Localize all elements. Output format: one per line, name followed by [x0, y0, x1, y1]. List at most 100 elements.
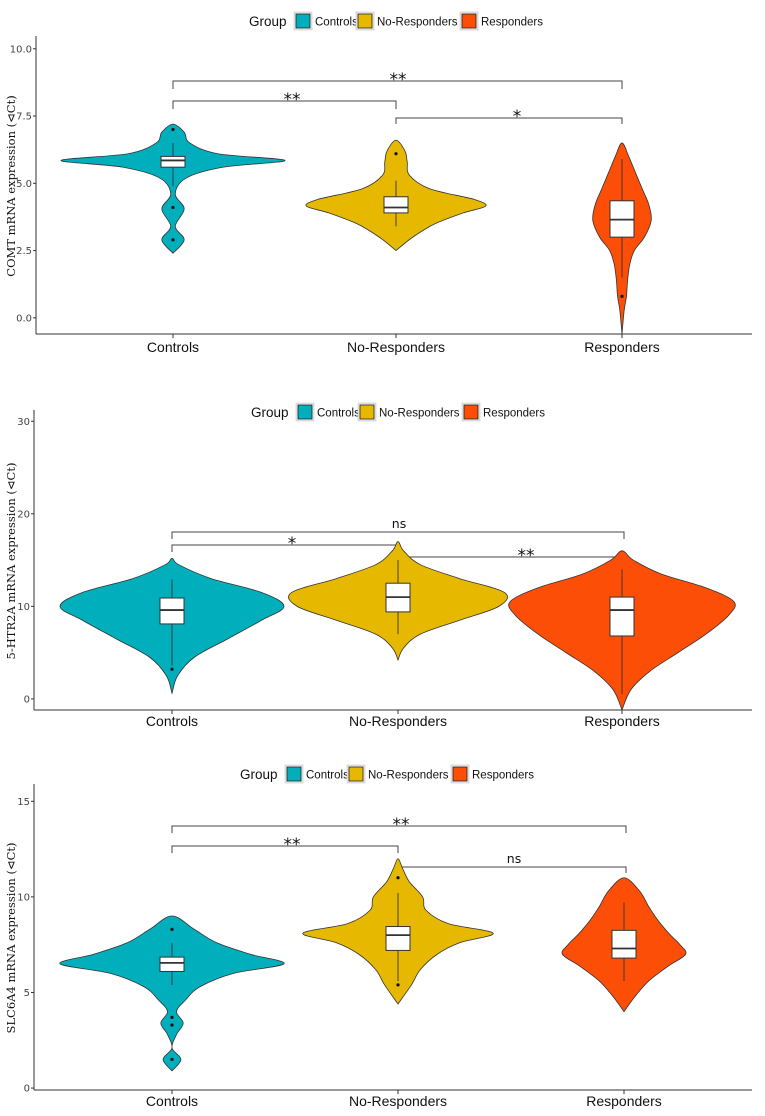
bracket-line: [172, 80, 623, 89]
legend-label: Controls: [317, 408, 360, 420]
y-tick-label: 0: [24, 1084, 30, 1095]
x-tick-label: Controls: [146, 713, 198, 729]
outlier-point: [170, 667, 174, 671]
legend-key-responders: Responders: [450, 764, 534, 784]
significance-bracket: **: [172, 70, 623, 90]
x-tick-label: Controls: [146, 1093, 198, 1109]
significance-bracket: **: [397, 546, 625, 566]
legend-label: No-Responders: [377, 17, 458, 29]
chart-panel-3: Group Controls No-Responders Responders 0 5 10…: [4, 764, 752, 1109]
bracket-line: [171, 825, 627, 833]
bracket-line: [172, 100, 397, 109]
legend-label: Responders: [481, 17, 543, 29]
legend-swatch: [463, 404, 479, 420]
violin-group-controls: [59, 557, 285, 695]
box-iqr: [159, 597, 185, 625]
significance-bracket: *: [171, 534, 399, 554]
significance-label: *: [288, 534, 297, 554]
outlier-point: [170, 927, 174, 931]
legend-label: Responders: [472, 770, 534, 782]
significance-label: *: [513, 107, 522, 127]
y-tick-label: 5.0: [16, 179, 32, 190]
y-tick-label: 10: [17, 602, 30, 613]
outlier-point: [170, 1015, 174, 1019]
legend-swatch: [452, 766, 468, 782]
x-tick-label: Controls: [147, 339, 199, 355]
significance-label: **: [284, 835, 301, 855]
outlier-point: [170, 1023, 174, 1027]
significance-label: ns: [392, 516, 406, 531]
legend-key-responders: Responders: [459, 11, 543, 31]
legend-key-controls: Controls: [295, 402, 360, 422]
y-tick-label: 0.0: [16, 313, 32, 324]
significance-label: **: [390, 70, 407, 90]
bracket-line: [171, 845, 399, 853]
outlier-point: [394, 152, 398, 156]
legend-swatch: [461, 13, 477, 29]
violin-group-no-responders: [288, 541, 508, 661]
legend-label: No-Responders: [379, 408, 460, 420]
bracket-line: [397, 866, 627, 873]
y-tick-label: 10: [17, 892, 30, 903]
y-tick-label: 2.5: [16, 246, 32, 257]
significance-bracket: **: [171, 835, 399, 855]
box-iqr: [160, 155, 186, 168]
x-tick-label: Responders: [586, 1093, 662, 1109]
legend-label: Controls: [306, 770, 349, 782]
outlier-point: [620, 294, 624, 298]
significance-label: **: [284, 90, 301, 110]
bracket-line: [395, 117, 623, 124]
legend-key-no-responders: No-Responders: [357, 402, 460, 422]
legend-key-no-responders: No-Responders: [346, 764, 449, 784]
box-iqr: [385, 926, 411, 951]
y-tick-label: 20: [17, 509, 30, 520]
legend-swatch: [357, 13, 373, 29]
bracket-line: [397, 556, 625, 565]
legend: Group Controls No-Responders Responders: [240, 764, 534, 784]
legend-swatch: [297, 404, 313, 420]
chart-panel-1: Group Controls No-Responders Responders 0.0 2…: [4, 11, 752, 355]
bracket-line: [171, 531, 625, 539]
significance-bracket: *: [395, 107, 623, 127]
outlier-point: [170, 1057, 174, 1062]
y-tick-label: 0: [24, 694, 30, 705]
significance-bracket: ns: [397, 851, 627, 873]
box-iqr: [609, 596, 635, 637]
significance-bracket: **: [171, 815, 627, 835]
x-tick-label: No-Responders: [347, 339, 445, 355]
y-tick-label: 10.0: [10, 44, 32, 55]
violin-group-controls: [60, 123, 286, 254]
x-tick-label: Responders: [584, 713, 660, 729]
x-tick-label: No-Responders: [349, 1093, 447, 1109]
legend-title: Group: [249, 14, 287, 29]
violin-group-responders: [561, 877, 687, 1013]
legend: Group Controls No-Responders Responders: [251, 402, 545, 422]
legend-title: Group: [251, 405, 289, 420]
violin-group-no-responders: [302, 858, 494, 1005]
legend-key-controls: Controls: [284, 764, 349, 784]
legend-swatch: [359, 404, 375, 420]
significance-bracket: ns: [171, 516, 625, 539]
box-iqr: [611, 929, 637, 959]
legend: Group Controls No-Responders Responders: [249, 11, 543, 31]
significance-label: ns: [507, 851, 521, 866]
x-tick-label: Responders: [584, 339, 660, 355]
outlier-point: [171, 127, 175, 132]
y-axis-label: SLC6A4 mRNA expression (⊲Ct): [4, 843, 18, 1034]
y-tick-label: 30: [17, 417, 30, 428]
legend-key-controls: Controls: [293, 11, 358, 31]
violin-group-responders: [508, 550, 736, 711]
bracket-line: [171, 544, 399, 552]
x-tick-label: No-Responders: [349, 713, 447, 729]
legend-swatch: [286, 766, 302, 782]
violin-shape: [60, 123, 286, 254]
outlier-point: [171, 238, 175, 242]
legend-label: No-Responders: [368, 770, 449, 782]
legend-label: Controls: [315, 17, 358, 29]
legend-swatch: [295, 13, 311, 29]
significance-label: **: [518, 546, 535, 566]
box-iqr: [383, 196, 409, 214]
significance-label: **: [393, 815, 410, 835]
legend-swatch: [348, 766, 364, 782]
